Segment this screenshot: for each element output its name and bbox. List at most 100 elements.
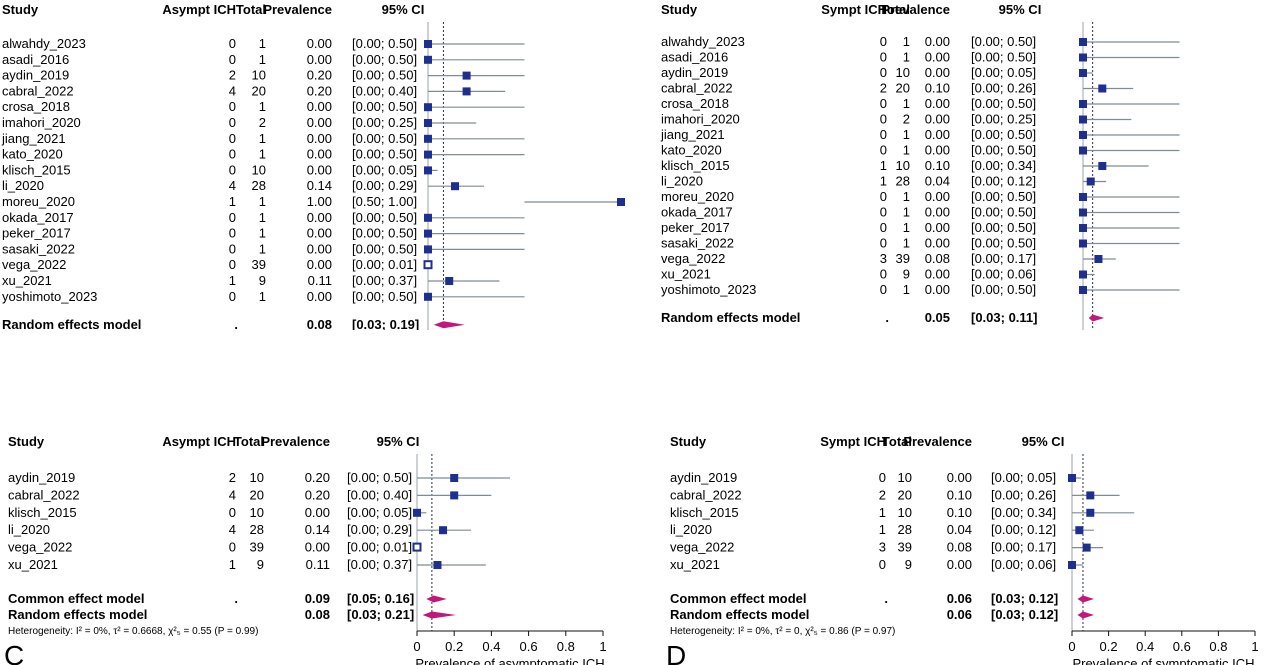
study-total: 1 bbox=[903, 50, 910, 65]
study-ci: [0.00; 0.01] bbox=[347, 540, 412, 555]
study-total: 2 bbox=[903, 112, 910, 127]
study-ci: [0.00; 0.50] bbox=[352, 226, 417, 241]
study-events: 0 bbox=[880, 34, 887, 49]
study-total: 1 bbox=[903, 127, 910, 142]
study-prevalence: 0.00 bbox=[307, 52, 332, 67]
study-events: 0 bbox=[229, 210, 236, 225]
study-total: 10 bbox=[896, 158, 910, 173]
study-name: li_2020 bbox=[8, 522, 50, 537]
study-name: vega_2022 bbox=[2, 257, 66, 272]
study-ci: [0.00; 0.50] bbox=[352, 210, 417, 225]
study-total: 10 bbox=[252, 68, 266, 83]
forest-plot-panel-d: Study Sympt ICH Total Prevalence 95% CI aydin… bbox=[660, 330, 1280, 665]
study-events: 0 bbox=[880, 50, 887, 65]
study-estimate-marker bbox=[424, 55, 432, 64]
study-events: 2 bbox=[880, 81, 887, 96]
study-events: 2 bbox=[879, 487, 886, 502]
study-prevalence: 0.00 bbox=[307, 115, 332, 130]
study-prevalence: 0.20 bbox=[305, 470, 330, 485]
study-estimate-marker bbox=[1079, 69, 1087, 77]
header-study: Study bbox=[2, 2, 39, 17]
study-ci: [0.00; 0.29] bbox=[347, 522, 412, 537]
study-events: 0 bbox=[880, 205, 887, 220]
pooled-ci: [0.03; 0.21] bbox=[347, 607, 414, 622]
study-prevalence: 0.08 bbox=[947, 540, 972, 555]
study-prevalence: 0.00 bbox=[925, 205, 950, 220]
study-estimate-marker bbox=[1079, 38, 1087, 46]
study-events: 0 bbox=[229, 289, 236, 304]
study-estimate-marker bbox=[1079, 224, 1087, 232]
study-events: 0 bbox=[880, 143, 887, 158]
study-name: xu_2021 bbox=[670, 557, 720, 572]
study-estimate-marker bbox=[1098, 162, 1107, 170]
study-events: 0 bbox=[229, 52, 236, 67]
study-estimate-marker bbox=[1079, 270, 1087, 279]
study-estimate-marker bbox=[424, 292, 432, 301]
study-total: 1 bbox=[259, 52, 266, 67]
study-ci: [0.00; 0.50] bbox=[971, 96, 1036, 111]
header-events: Asympt ICH bbox=[162, 434, 236, 449]
study-total: 1 bbox=[259, 289, 266, 304]
study-ci: [0.00; 0.01] bbox=[352, 257, 417, 272]
pooled-prevalence: 0.05 bbox=[925, 310, 950, 325]
header-ci: 95% CI bbox=[1022, 434, 1065, 449]
pooled-events: . bbox=[885, 310, 889, 325]
study-estimate-marker bbox=[424, 119, 432, 127]
pooled-model-name: Common effect model bbox=[670, 591, 807, 606]
pooled-prevalence: 0.06 bbox=[947, 591, 972, 606]
study-ci: [0.00; 0.05] bbox=[347, 505, 412, 520]
study-name: li_2020 bbox=[2, 178, 44, 193]
study-ci: [0.00; 0.12] bbox=[991, 522, 1056, 537]
study-name: imahori_2020 bbox=[661, 112, 740, 127]
pooled-diamond bbox=[1077, 611, 1094, 619]
pooled-prevalence: 0.09 bbox=[305, 591, 330, 606]
study-ci: [0.00; 0.25] bbox=[971, 112, 1036, 127]
study-prevalence: 0.08 bbox=[925, 251, 950, 266]
pooled-events: . bbox=[234, 591, 238, 606]
study-total: 1 bbox=[903, 34, 910, 49]
study-name: alwahdy_2023 bbox=[2, 36, 86, 51]
pooled-model-name: Random effects model bbox=[8, 607, 147, 622]
study-name: imahori_2020 bbox=[2, 115, 81, 130]
study-total: 1 bbox=[259, 36, 266, 51]
study-events: 4 bbox=[229, 522, 236, 537]
x-axis-tick-label: 0.2 bbox=[445, 639, 463, 654]
study-name: sasaki_2022 bbox=[2, 241, 75, 256]
study-estimate-marker bbox=[1079, 131, 1087, 139]
study-estimate-marker bbox=[1068, 474, 1076, 482]
study-ci: [0.00; 0.17] bbox=[991, 540, 1056, 555]
study-events: 0 bbox=[879, 470, 886, 485]
study-estimate-marker bbox=[1079, 208, 1087, 217]
study-prevalence: 0.00 bbox=[307, 210, 332, 225]
study-total: 1 bbox=[259, 226, 266, 241]
study-total: 10 bbox=[250, 505, 264, 520]
study-total: 39 bbox=[250, 540, 264, 555]
study-prevalence: 0.00 bbox=[307, 289, 332, 304]
study-name: alwahdy_2023 bbox=[661, 34, 745, 49]
x-axis-tick-label: 0.8 bbox=[1209, 639, 1227, 654]
study-estimate-marker bbox=[1094, 255, 1103, 263]
study-name: xu_2021 bbox=[8, 557, 58, 572]
panel-letter: C bbox=[4, 640, 24, 665]
study-name: klisch_2015 bbox=[2, 162, 71, 177]
study-total: 20 bbox=[896, 81, 910, 96]
study-name: klisch_2015 bbox=[661, 158, 730, 173]
study-total: 39 bbox=[896, 251, 910, 266]
study-total: 1 bbox=[259, 99, 266, 114]
study-total: 10 bbox=[250, 470, 264, 485]
study-estimate-marker bbox=[450, 491, 459, 500]
study-ci: [0.00; 0.05] bbox=[971, 65, 1036, 80]
study-estimate-marker bbox=[1079, 286, 1087, 294]
study-total: 1 bbox=[903, 220, 910, 235]
study-name: yoshimoto_2023 bbox=[661, 282, 756, 297]
study-ci: [0.00; 0.40] bbox=[347, 487, 412, 502]
study-name: xu_2021 bbox=[2, 273, 52, 288]
study-ci: [0.00; 0.50] bbox=[347, 470, 412, 485]
study-name: cabral_2022 bbox=[670, 487, 742, 502]
study-prevalence: 0.00 bbox=[307, 257, 332, 272]
study-name: cabral_2022 bbox=[8, 487, 80, 502]
study-ci: [0.00; 0.50] bbox=[352, 52, 417, 67]
pooled-diamond bbox=[426, 595, 447, 603]
study-ci: [0.00; 0.34] bbox=[991, 505, 1056, 520]
study-prevalence: 0.00 bbox=[925, 112, 950, 127]
